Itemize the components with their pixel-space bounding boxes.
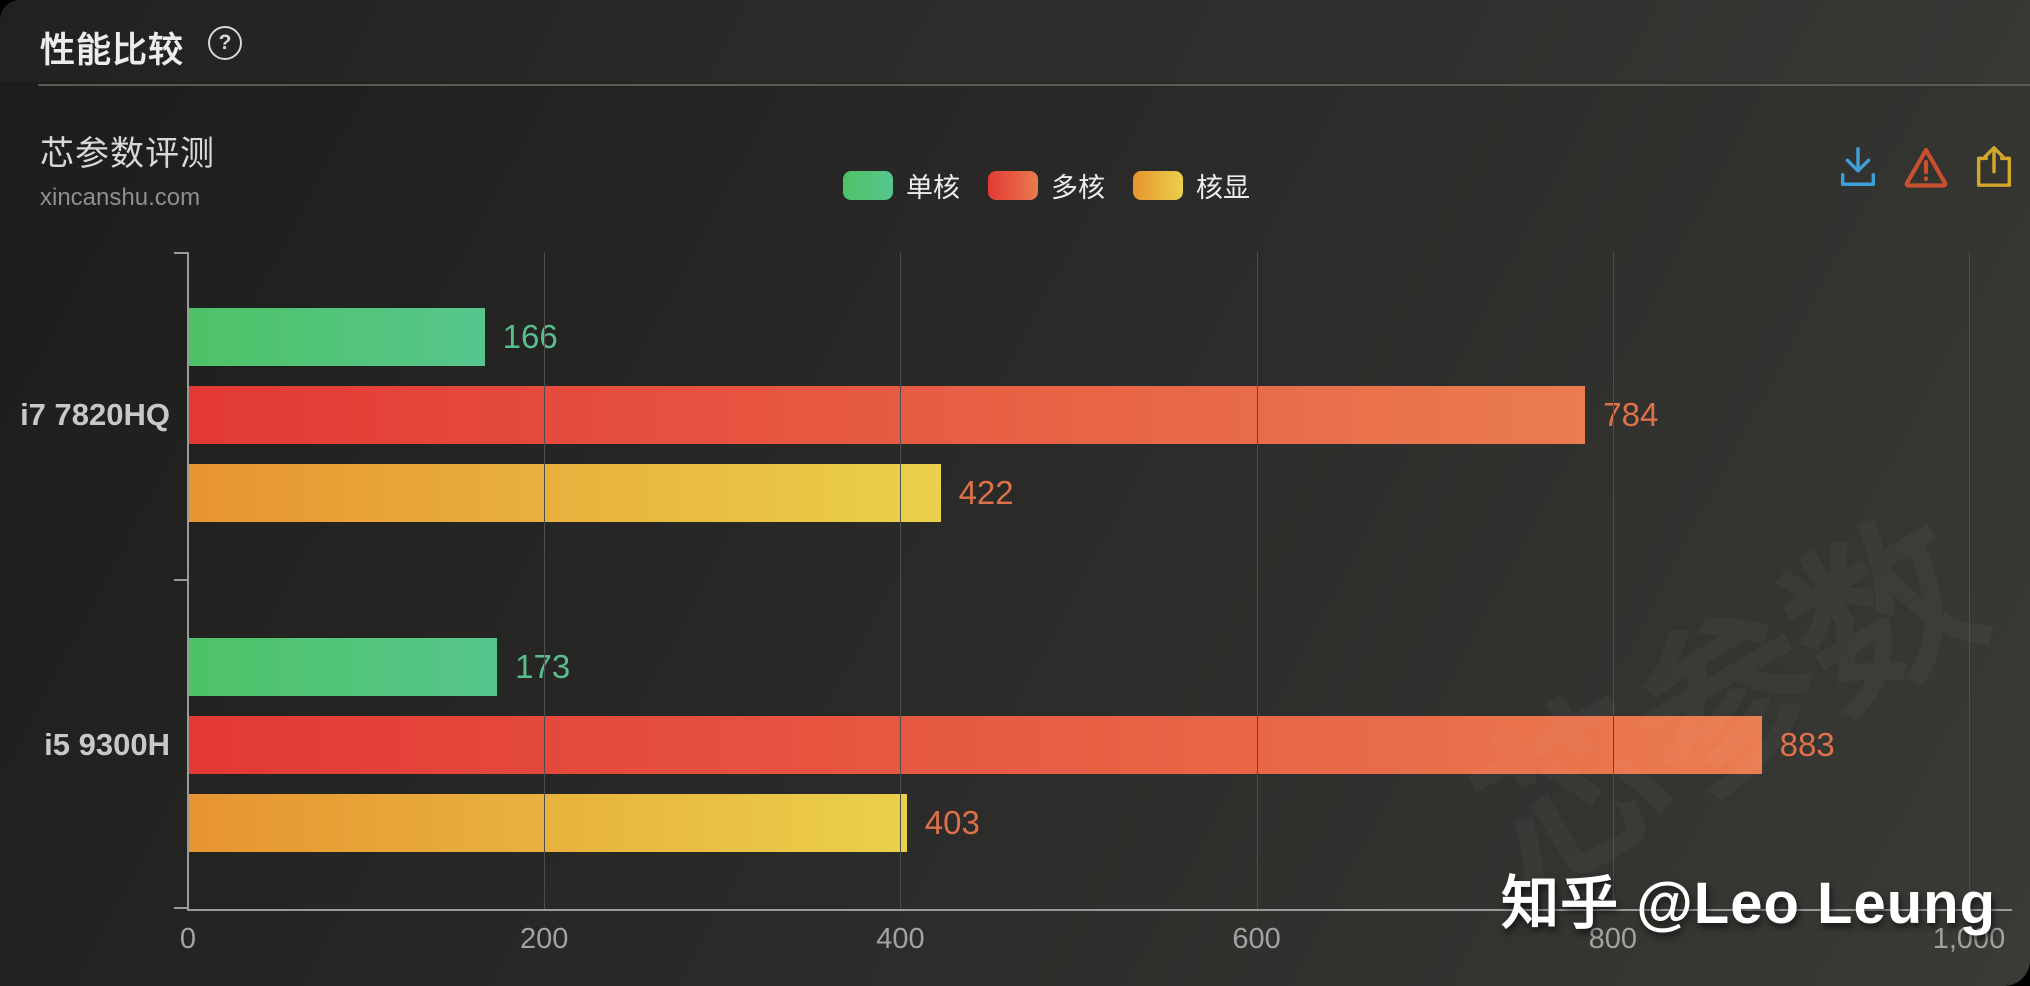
- bar-i7-igpu: 422: [189, 464, 1970, 522]
- y-axis-tick: [174, 579, 187, 581]
- bar-fill: [189, 308, 485, 366]
- y-axis-line: [187, 252, 189, 909]
- chart-title: 芯参数评测: [40, 135, 215, 173]
- share-icon: [1976, 146, 2012, 187]
- plot-area: 166 784 422 173 883 403 0 200 400 600 800 1,0…: [174, 252, 2012, 955]
- legend-item-single-core[interactable]: 单核: [843, 166, 960, 205]
- chart-subtitle: xincanshu.com: [40, 184, 201, 211]
- x-axis-tick-label: 1,000: [1932, 923, 2006, 955]
- gridline: [900, 252, 902, 909]
- x-axis-tick-label: 200: [519, 923, 569, 955]
- legend-label: 多核: [1051, 173, 1105, 203]
- header-divider: [38, 84, 2030, 86]
- legend: 单核 多核 核显: [843, 166, 1250, 205]
- bar-fill: [189, 638, 498, 696]
- value-label: 784: [1603, 396, 1659, 433]
- category-label-i7-7820HQ: i7 7820HQ: [20, 397, 170, 432]
- share-button[interactable]: [1970, 142, 2018, 192]
- value-label: 173: [515, 648, 571, 685]
- multi-core-swatch-icon: [988, 171, 1038, 200]
- warning-button[interactable]: [1902, 142, 1950, 192]
- gridline: [1969, 252, 1970, 909]
- help-icon[interactable]: ?: [208, 26, 242, 60]
- legend-item-multi-core[interactable]: 多核: [988, 166, 1105, 205]
- header-bar: 性能比较 ?: [0, 0, 2030, 82]
- bar-i7-single-core: 166: [189, 308, 1970, 366]
- bar-i5-single-core: 173: [189, 638, 1970, 696]
- x-axis-tick-label: 0: [179, 923, 197, 955]
- x-axis-tick-label: 400: [876, 923, 925, 955]
- gridline: [1612, 252, 1614, 909]
- toolbar: [1834, 142, 2018, 192]
- legend-label: 核显: [1196, 173, 1250, 203]
- value-label: 422: [958, 474, 1014, 511]
- x-axis-tick-label: 600: [1232, 923, 1281, 955]
- y-axis-tick: [174, 907, 187, 909]
- gridline: [1256, 252, 1258, 909]
- category-label-i5-9300H: i5 9300H: [44, 727, 170, 762]
- value-label: 883: [1779, 726, 1835, 763]
- bar-i5-multi-core: 883: [189, 716, 1970, 774]
- x-axis-tick-label: 800: [1588, 923, 1637, 955]
- page-title: 性能比较: [40, 31, 185, 70]
- bar-fill: [189, 794, 907, 852]
- download-button[interactable]: [1834, 142, 1882, 192]
- bar-fill: [189, 386, 1586, 444]
- legend-label: 单核: [906, 173, 960, 203]
- legend-item-igpu[interactable]: 核显: [1133, 166, 1250, 205]
- gridline: [544, 252, 546, 909]
- warning-icon: [1904, 147, 1948, 188]
- single-core-swatch-icon: [843, 171, 893, 200]
- igpu-swatch-icon: [1133, 171, 1183, 200]
- x-axis-line: [187, 909, 2012, 911]
- bar-fill: [189, 716, 1762, 774]
- bar-i5-igpu: 403: [189, 794, 1970, 852]
- bar-fill: [189, 464, 941, 522]
- value-label: 403: [924, 804, 980, 841]
- download-icon: [1840, 147, 1876, 186]
- value-label: 166: [502, 318, 558, 355]
- bar-i7-multi-core: 784: [189, 386, 1970, 444]
- y-axis-tick: [174, 252, 187, 254]
